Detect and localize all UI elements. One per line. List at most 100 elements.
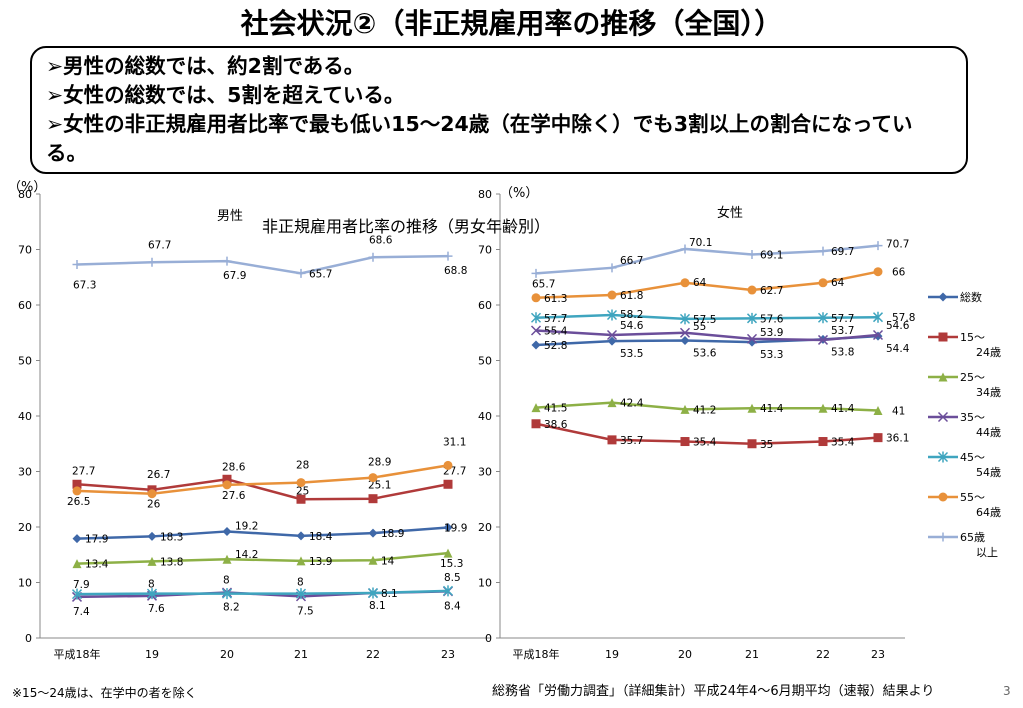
legend-swatch — [928, 451, 958, 463]
data-point — [606, 309, 618, 321]
data-point — [747, 285, 757, 295]
data-point — [818, 403, 828, 413]
data-point — [368, 252, 378, 262]
series-line — [535, 422, 879, 446]
data-label: 70.7 — [886, 239, 909, 251]
data-label: 7.6 — [148, 603, 165, 615]
data-point — [72, 479, 82, 489]
series-line — [535, 270, 879, 300]
data-point — [222, 256, 232, 266]
data-point — [818, 437, 828, 447]
y-tick-label: 10 — [478, 577, 492, 590]
series-line — [76, 526, 449, 540]
male-chart-title: 男性 — [217, 209, 244, 224]
data-label: 8 — [297, 577, 304, 589]
legend-swatch — [928, 492, 958, 502]
data-label: 8.2 — [223, 601, 240, 613]
series-line — [535, 329, 879, 342]
y-tick-label: 30 — [478, 466, 492, 479]
data-label: 65.7 — [309, 268, 332, 280]
data-label: 41.5 — [544, 403, 567, 415]
female-chart-title: 女性 — [717, 206, 744, 221]
y-tick-label: 70 — [478, 244, 492, 257]
slide-title: 社会状況②（非正規雇用率の推移（全国）） — [240, 7, 783, 40]
data-point — [147, 489, 157, 499]
data-label: 28.9 — [368, 457, 391, 469]
data-point — [296, 478, 306, 488]
series-line — [535, 244, 879, 275]
series-3: 55.4 54.6 55 53.9 53.7 54.6 — [530, 320, 910, 345]
y-tick-label: 0 — [25, 632, 32, 645]
data-label: 15.3 — [440, 558, 463, 570]
data-point — [368, 528, 378, 538]
x-tick-label: 20 — [678, 648, 692, 661]
data-label: 25.1 — [368, 480, 391, 492]
series-4: 7.9 8 8 8 8.1 8.5 — [71, 572, 461, 600]
data-label: 38.6 — [544, 419, 568, 431]
data-label: 26.7 — [147, 469, 170, 481]
data-label: 57.7 — [544, 313, 567, 325]
series-1: 38.6 35.7 35.4 35 35.4 36.1 — [531, 419, 909, 451]
data-point — [680, 278, 690, 288]
page-number: 3 — [1003, 684, 1011, 698]
data-label: 54.4 — [886, 343, 910, 355]
data-point — [679, 313, 691, 325]
data-label: 53.7 — [831, 325, 854, 337]
y-tick-label: 0 — [485, 632, 492, 645]
data-label: 13.4 — [85, 559, 109, 571]
data-point — [530, 312, 542, 324]
data-point — [680, 404, 690, 414]
female-chart: 0 10 20 30 40 50 60 70 80 平成18年 19 20 21 22 23 52.8 53.5… — [478, 188, 915, 661]
y-tick-label: 20 — [478, 521, 492, 534]
legend-marker — [937, 411, 949, 423]
bullet-1: ➢男性の総数では、約2割である。 — [46, 54, 365, 78]
x-tick-label: 23 — [441, 648, 455, 661]
data-point — [746, 333, 758, 344]
data-point — [296, 494, 306, 504]
legend-marker — [937, 451, 949, 463]
x-tick-label: 21 — [294, 648, 308, 661]
female-y-unit: （%） — [500, 186, 539, 201]
legend-marker — [938, 372, 948, 382]
data-point — [679, 327, 691, 338]
x-tick-label: 22 — [816, 648, 830, 661]
data-label: 53.9 — [760, 327, 783, 339]
data-point — [367, 587, 379, 599]
data-label: 25 — [296, 485, 309, 497]
data-point — [222, 480, 232, 490]
male-y-unit: （%） — [8, 180, 47, 195]
data-point — [607, 435, 617, 445]
legend-swatch — [928, 332, 958, 342]
data-point — [296, 531, 306, 541]
data-label: 57.6 — [760, 313, 784, 325]
data-label: 54.6 — [886, 320, 910, 332]
data-point — [680, 336, 690, 346]
series-line — [76, 254, 449, 275]
data-point — [443, 251, 453, 261]
data-label: 55 — [693, 321, 706, 333]
series-line — [535, 313, 879, 321]
data-label: 41 — [892, 405, 905, 417]
data-label: 13.9 — [309, 556, 332, 568]
data-point — [72, 486, 82, 496]
data-label: 41.4 — [760, 403, 784, 415]
data-point — [368, 494, 378, 504]
series-0: 17.9 18.3 19.2 18.4 18.9 19.9 — [72, 520, 467, 546]
series-line — [535, 401, 879, 412]
chart-main-title: 非正規雇用者比率の推移（男女年齢別） — [262, 217, 551, 236]
data-label: 67.7 — [148, 239, 171, 251]
data-point — [607, 398, 617, 408]
legend-item-65plus: 65歳 以上 — [928, 530, 1020, 570]
data-label: 53.6 — [693, 348, 717, 360]
bullet-2: ➢女性の総数では、5割を超えている。 — [46, 83, 405, 107]
data-label: 64 — [693, 277, 707, 289]
data-point — [147, 257, 157, 267]
data-label: 67.9 — [223, 270, 246, 282]
data-point — [818, 278, 828, 288]
legend-marker — [938, 292, 948, 302]
data-label: 28.6 — [222, 461, 246, 473]
legend-item-55-64: 55～ 64歳 — [928, 490, 1020, 530]
x-tick-label: 21 — [745, 648, 759, 661]
